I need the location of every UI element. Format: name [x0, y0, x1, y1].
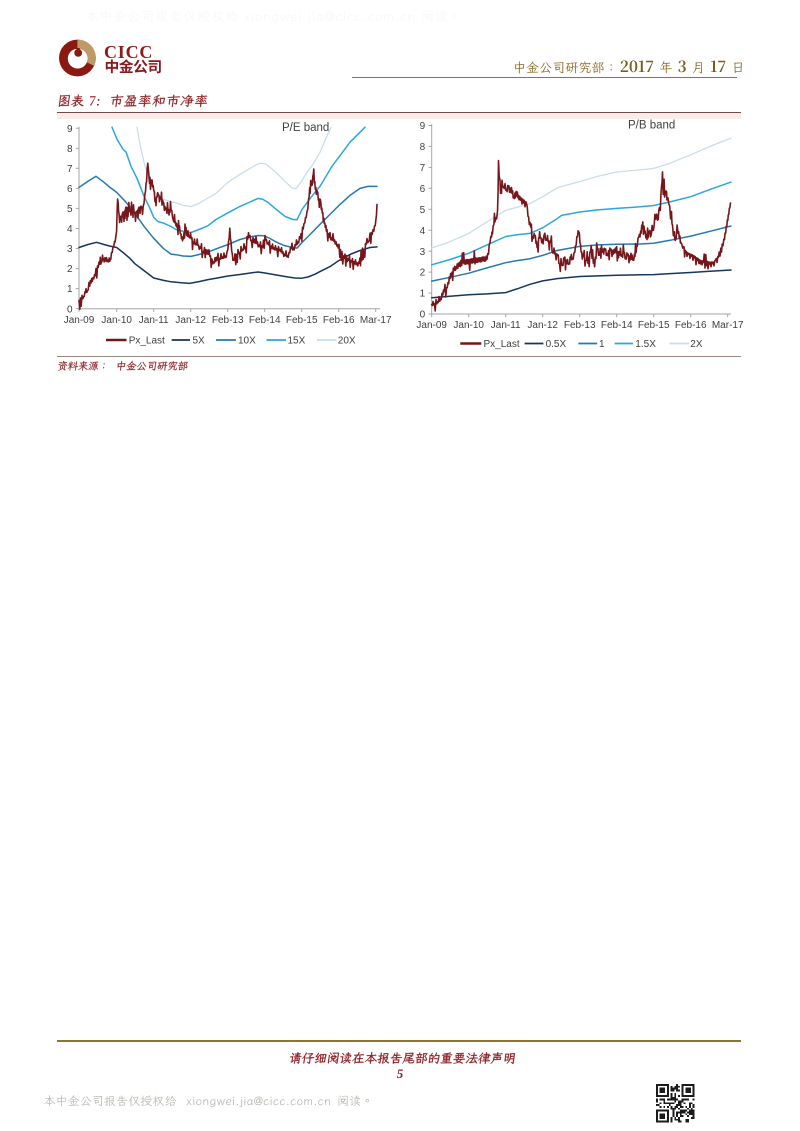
svg-text:5X: 5X — [193, 336, 206, 347]
svg-text:1: 1 — [599, 339, 605, 350]
svg-text:7: 7 — [67, 164, 73, 175]
svg-text:0: 0 — [420, 310, 426, 321]
svg-text:Jan-11: Jan-11 — [139, 315, 169, 326]
svg-text:P/E band: P/E band — [282, 122, 329, 134]
svg-text:Jan-11: Jan-11 — [491, 320, 521, 331]
svg-text:P/B band: P/B band — [628, 120, 675, 132]
svg-text:Jan-12: Jan-12 — [175, 315, 206, 326]
svg-text:20X: 20X — [338, 336, 356, 347]
svg-text:Feb-15: Feb-15 — [638, 320, 670, 331]
svg-text:Feb-14: Feb-14 — [601, 320, 633, 331]
svg-text:1: 1 — [420, 289, 426, 300]
svg-text:Feb-14: Feb-14 — [249, 315, 281, 326]
svg-text:Feb-16: Feb-16 — [675, 320, 707, 331]
svg-text:8: 8 — [67, 144, 73, 155]
svg-text:Mar-17: Mar-17 — [712, 320, 744, 331]
svg-text:6: 6 — [67, 184, 73, 195]
svg-text:Feb-13: Feb-13 — [212, 315, 244, 326]
svg-text:4: 4 — [420, 226, 426, 237]
svg-text:9: 9 — [420, 121, 426, 132]
svg-text:2X: 2X — [690, 339, 703, 350]
svg-text:4: 4 — [67, 224, 73, 235]
svg-text:Feb-15: Feb-15 — [286, 315, 318, 326]
svg-text:3: 3 — [420, 247, 426, 258]
svg-text:Jan-09: Jan-09 — [64, 315, 95, 326]
svg-text:15X: 15X — [288, 336, 306, 347]
svg-text:1.5X: 1.5X — [635, 339, 656, 350]
svg-text:2: 2 — [67, 264, 73, 275]
svg-text:Px_Last: Px_Last — [484, 339, 520, 350]
svg-text:7: 7 — [420, 163, 426, 174]
svg-text:5: 5 — [420, 205, 426, 216]
svg-text:3: 3 — [67, 244, 73, 255]
svg-text:1: 1 — [67, 284, 73, 295]
svg-text:0: 0 — [67, 304, 73, 315]
svg-text:9: 9 — [67, 124, 73, 135]
svg-text:0.5X: 0.5X — [546, 339, 567, 350]
svg-text:Mar-17: Mar-17 — [360, 315, 392, 326]
svg-text:Jan-10: Jan-10 — [101, 315, 132, 326]
svg-text:Jan-10: Jan-10 — [453, 320, 484, 331]
svg-text:2: 2 — [420, 268, 426, 279]
svg-text:10X: 10X — [238, 336, 256, 347]
svg-text:Jan-09: Jan-09 — [416, 320, 447, 331]
svg-text:Feb-13: Feb-13 — [564, 320, 596, 331]
svg-text:6: 6 — [420, 184, 426, 195]
svg-text:8: 8 — [420, 142, 426, 153]
svg-text:Feb-16: Feb-16 — [323, 315, 355, 326]
svg-text:Jan-12: Jan-12 — [527, 320, 558, 331]
svg-text:5: 5 — [67, 204, 73, 215]
svg-text:Px_Last: Px_Last — [129, 336, 165, 347]
